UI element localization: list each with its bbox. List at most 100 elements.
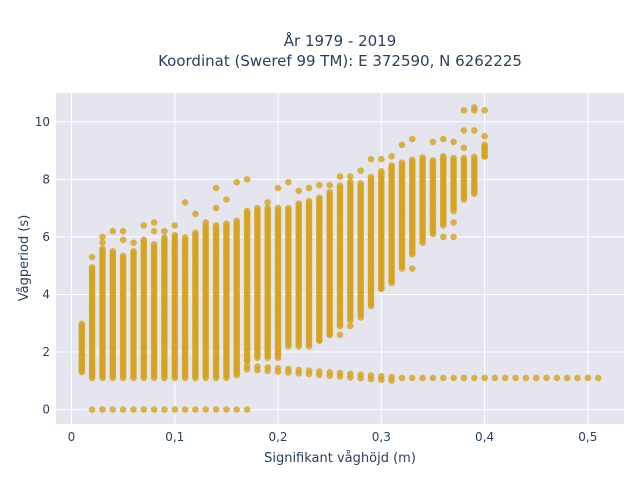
data-point — [471, 374, 478, 382]
data-point — [326, 188, 334, 196]
data-point — [367, 155, 375, 163]
data-point — [130, 406, 137, 413]
data-point — [243, 357, 251, 365]
data-point — [409, 156, 416, 164]
data-point — [243, 366, 251, 373]
data-point — [512, 374, 519, 382]
data-point — [367, 173, 375, 181]
data-point — [378, 155, 385, 163]
data-point — [212, 184, 220, 192]
data-point — [398, 374, 406, 382]
data-point — [88, 253, 96, 261]
data-point — [223, 406, 230, 413]
data-point — [109, 227, 117, 235]
data-point — [419, 374, 426, 382]
data-point — [233, 406, 240, 413]
data-point — [429, 157, 437, 164]
data-point — [130, 248, 137, 255]
data-point — [471, 181, 478, 189]
data-point — [398, 159, 406, 166]
data-point — [367, 279, 375, 287]
data-point — [243, 176, 251, 183]
data-point — [264, 204, 272, 212]
data-point — [254, 366, 261, 374]
data-point — [150, 241, 158, 248]
data-point — [388, 162, 395, 169]
data-point — [161, 406, 168, 413]
data-point — [419, 154, 426, 161]
data-point — [440, 374, 447, 382]
data-point — [119, 406, 127, 413]
data-point — [295, 370, 303, 377]
data-point — [378, 285, 385, 293]
y-tick-label: 10 — [35, 115, 50, 129]
data-point — [378, 376, 385, 384]
data-point — [285, 204, 292, 212]
data-point — [398, 141, 406, 149]
data-point — [450, 154, 457, 162]
data-point — [88, 264, 96, 271]
y-tick-label: 2 — [42, 345, 50, 359]
data-point — [192, 406, 199, 413]
data-point — [233, 178, 240, 186]
data-point — [347, 374, 354, 381]
data-point — [594, 374, 602, 382]
data-point — [130, 239, 137, 246]
data-point — [171, 406, 179, 413]
x-axis-label: Signifikant våghöjd (m) — [264, 451, 416, 466]
data-point — [481, 132, 488, 140]
data-point — [78, 320, 86, 328]
data-point — [264, 367, 272, 375]
data-point — [357, 167, 365, 174]
data-point — [233, 365, 240, 372]
data-point — [212, 204, 220, 212]
data-point — [274, 368, 282, 376]
data-point — [99, 245, 106, 253]
data-point — [450, 374, 457, 382]
x-tick-label: 0,4 — [475, 430, 494, 444]
data-point — [440, 153, 447, 160]
data-point — [409, 135, 416, 143]
data-point — [460, 154, 468, 162]
data-point — [522, 374, 530, 382]
data-point — [409, 265, 416, 272]
data-point — [264, 199, 272, 206]
data-point — [305, 197, 313, 205]
data-point — [357, 314, 365, 321]
data-point — [88, 406, 96, 413]
data-point — [553, 374, 561, 382]
data-point — [388, 153, 395, 160]
data-point — [532, 374, 540, 382]
data-point — [140, 236, 148, 244]
data-point — [450, 138, 457, 146]
data-point — [316, 371, 323, 379]
data-point — [140, 406, 148, 413]
data-point — [326, 181, 334, 189]
data-point — [181, 199, 189, 206]
data-point — [429, 374, 437, 382]
data-point — [471, 104, 478, 111]
data-point — [150, 406, 158, 413]
data-point — [192, 210, 199, 218]
x-tick-label: 0,5 — [578, 430, 597, 444]
data-point — [357, 374, 365, 382]
data-point — [109, 248, 117, 255]
data-point — [388, 377, 395, 384]
data-point — [140, 222, 148, 229]
data-point — [305, 184, 313, 192]
data-point — [378, 168, 385, 175]
x-tick-label: 0,3 — [372, 430, 391, 444]
data-point — [254, 204, 261, 212]
data-point — [99, 406, 106, 413]
data-point — [119, 227, 127, 235]
data-point — [171, 222, 179, 229]
y-tick-label: 6 — [42, 230, 50, 244]
data-point — [78, 357, 86, 365]
data-point — [460, 374, 468, 382]
chart-title-line2: Koordinat (Sweref 99 TM): E 372590, N 62… — [158, 52, 522, 70]
data-point — [367, 375, 375, 383]
data-point — [150, 227, 158, 235]
data-point — [212, 406, 220, 413]
chart-title-line1: År 1979 - 2019 — [284, 31, 397, 50]
